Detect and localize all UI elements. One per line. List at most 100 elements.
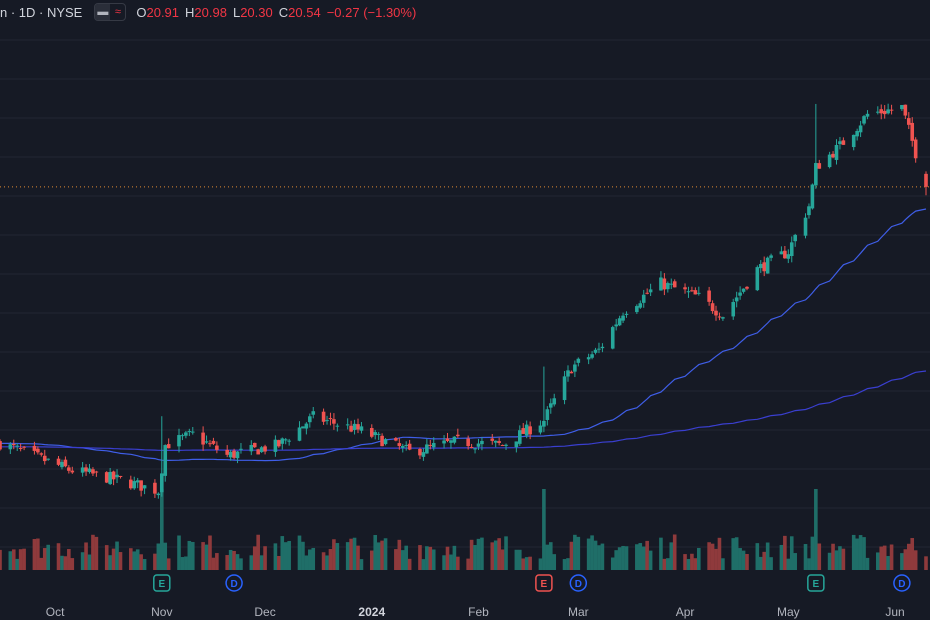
- candle-body: [452, 436, 457, 443]
- candle-body: [400, 445, 405, 448]
- candle-body: [645, 292, 649, 294]
- candle-body: [431, 443, 436, 448]
- candle-body: [84, 467, 88, 472]
- time-axis-label: Jun: [885, 605, 904, 619]
- candle-body: [301, 426, 305, 429]
- volume-bar: [204, 544, 209, 570]
- candle-body: [803, 217, 808, 236]
- candle-body: [924, 173, 928, 187]
- candle-body: [783, 250, 787, 259]
- earnings-marker: [807, 574, 825, 592]
- volume-bar: [876, 552, 880, 570]
- volume-bar: [356, 545, 360, 570]
- volume-bar: [614, 550, 618, 570]
- candle-body: [166, 444, 171, 449]
- candle-body: [215, 445, 219, 450]
- candle-body: [397, 443, 402, 446]
- indicator-toggle[interactable]: ▬ ≈: [94, 3, 127, 21]
- candle-body: [118, 475, 123, 477]
- volume-bar: [211, 557, 216, 570]
- candle-body: [504, 444, 508, 446]
- candle-body: [758, 264, 763, 269]
- candle-body: [311, 411, 316, 415]
- volume-bar: [373, 535, 378, 570]
- symbol-label[interactable]: n · 1D · NYSE: [0, 4, 83, 20]
- wave-icon[interactable]: ≈: [114, 6, 121, 18]
- volume-bar: [180, 557, 185, 570]
- time-axis: Oct Nov Dec 2024 Feb Mar Apr May Jun: [46, 605, 905, 619]
- candle-body: [769, 255, 773, 258]
- candle-body: [755, 267, 760, 291]
- volume-bar: [789, 536, 794, 570]
- candle-body: [15, 445, 20, 447]
- volume-bar: [18, 549, 23, 570]
- candle-body: [573, 364, 577, 372]
- volume-bar: [476, 538, 481, 570]
- volume-bar: [762, 551, 767, 570]
- volume-bar: [15, 558, 20, 570]
- candle-body: [879, 109, 884, 114]
- candle-body: [669, 283, 674, 285]
- volume-bar: [683, 554, 687, 570]
- volume-bar: [851, 534, 856, 570]
- candle-body: [497, 441, 501, 443]
- volume-bar: [352, 537, 357, 570]
- candle-body: [913, 139, 918, 159]
- volume-bar: [576, 536, 581, 570]
- volume-bar: [301, 541, 305, 570]
- volume-bar: [697, 547, 701, 570]
- volume-bar: [135, 549, 140, 570]
- volume-bar: [132, 551, 137, 570]
- volume-bar: [187, 540, 192, 570]
- volume-bar: [297, 535, 302, 570]
- volume-bar: [528, 556, 532, 570]
- candle-body: [528, 426, 532, 435]
- event-marker-label: D: [230, 579, 237, 590]
- candle-body: [104, 472, 109, 483]
- candle-body: [184, 432, 188, 436]
- candle-body: [139, 480, 143, 491]
- candle-body: [91, 469, 95, 474]
- time-axis-label: May: [777, 605, 800, 619]
- candle-body: [156, 493, 161, 496]
- volume-bar: [672, 534, 677, 570]
- volume-bar: [304, 555, 309, 570]
- candle-body: [862, 116, 866, 124]
- volume-bar: [765, 542, 770, 570]
- high-label: H: [185, 4, 195, 20]
- volume-bar: [369, 550, 374, 570]
- candle-body: [745, 286, 749, 289]
- volume-bar: [814, 489, 818, 570]
- event-marker-label: E: [813, 579, 820, 590]
- volume-bar: [783, 535, 787, 570]
- candle-body: [500, 444, 505, 446]
- volume-bar: [745, 554, 749, 570]
- candle-body: [610, 327, 615, 349]
- volume-bar: [669, 542, 674, 570]
- candle-body: [87, 468, 92, 473]
- candle-body: [359, 426, 364, 431]
- candle-body: [621, 315, 625, 321]
- low-value: 20.30: [240, 4, 273, 20]
- volume-bar: [283, 542, 288, 570]
- volume-bar: [659, 537, 663, 570]
- candle-body: [858, 125, 863, 133]
- volume-bar: [60, 555, 64, 570]
- volume-bar: [865, 557, 870, 570]
- volume-bar: [39, 557, 44, 570]
- volume-bar: [624, 546, 629, 570]
- volume-bar: [118, 552, 123, 570]
- volume-bar: [552, 554, 557, 570]
- candle-body: [211, 440, 216, 444]
- volume-bar: [11, 549, 16, 570]
- candle-body: [855, 130, 859, 137]
- moving-averages: [0, 208, 927, 462]
- volume-bar: [514, 549, 519, 570]
- eye-icon[interactable]: ▬: [95, 4, 111, 20]
- volume-bar: [831, 543, 835, 570]
- candle-body: [249, 445, 254, 452]
- volume-bar: [190, 541, 195, 570]
- candle-body: [18, 448, 23, 450]
